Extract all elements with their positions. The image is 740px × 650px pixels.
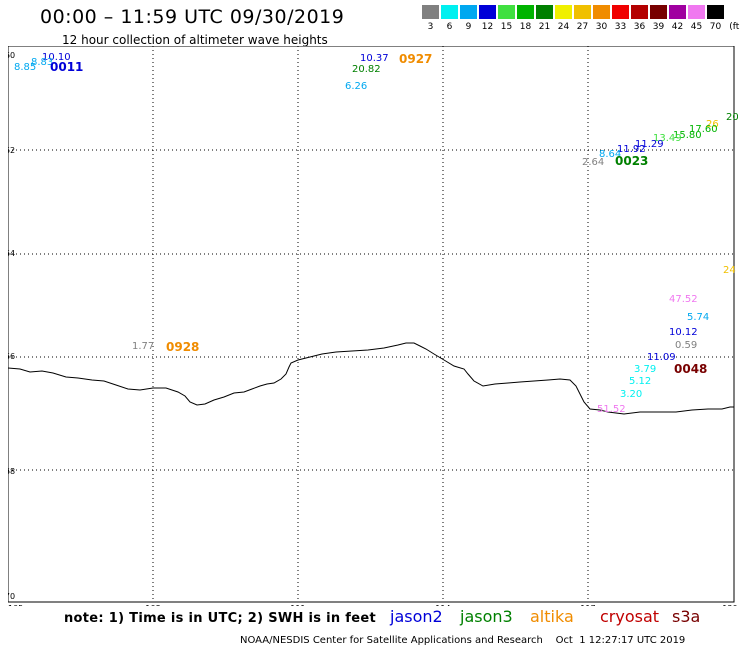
wave-height-reading: 13.49	[653, 133, 682, 144]
scale-label: 36	[633, 22, 646, 32]
pass-time-label: 0023	[615, 154, 648, 168]
scale-swatch	[422, 5, 439, 19]
scale-label: 18	[519, 22, 532, 32]
scale-swatch	[517, 5, 534, 19]
scale-label: 3	[427, 22, 434, 32]
latitude-label: -60	[8, 51, 15, 60]
pass-time-label: 0927	[399, 52, 432, 66]
scale-swatch	[479, 5, 496, 19]
wave-height-reading: 26	[706, 119, 719, 130]
pass-time-label: 0011	[50, 60, 83, 74]
footer-note: note: 1) Time is in UTC; 2) SWH is in fe…	[64, 611, 376, 626]
scale-swatch	[631, 5, 648, 19]
wave-height-reading: 10.10	[42, 52, 71, 63]
wave-height-reading: 11.29	[635, 139, 664, 150]
scale-label: 21	[538, 22, 551, 32]
scale-label: 27	[576, 22, 589, 32]
scale-label: 24	[557, 22, 570, 32]
wave-height-reading: 11.92	[617, 144, 646, 155]
wave-height-reading: 20.82	[352, 64, 381, 75]
scale-swatch	[555, 5, 572, 19]
wave-height-reading: 11.09	[647, 352, 676, 363]
map-frame	[8, 46, 735, 603]
map-subtitle: 12 hour collection of altimeter wave hei…	[62, 33, 328, 47]
wave-height-reading: 8.85	[14, 62, 36, 73]
wave-height-reading: 8.64	[599, 149, 621, 160]
wave-height-reading: 2.64	[582, 157, 604, 168]
scale-swatch	[669, 5, 686, 19]
scale-label: 6	[446, 22, 453, 32]
scale-label: 45	[690, 22, 703, 32]
wave-height-reading: 20	[726, 112, 738, 123]
scale-swatch	[460, 5, 477, 19]
satellite-legend-cryosat: cryosat	[600, 607, 660, 626]
latitude-label: -70	[8, 592, 15, 601]
wave-height-reading: 51.52	[597, 404, 626, 415]
longitude-label: 120	[722, 604, 737, 606]
wave-height-reading: 10.12	[669, 327, 698, 338]
satellite-legend-jason3: jason3	[460, 607, 513, 626]
scale-label: 9	[465, 22, 472, 32]
scale-label: 70	[709, 22, 722, 32]
longitude-label: 114	[435, 604, 450, 606]
satellite-legend-jason2: jason2	[390, 607, 443, 626]
wave-height-reading: 6.26	[345, 81, 367, 92]
wave-height-reading: 15.80	[673, 130, 702, 141]
scale-swatch	[612, 5, 629, 19]
latitude-label: -62	[8, 146, 15, 155]
scale-label: 33	[614, 22, 627, 32]
wave-height-reading: 47.52	[669, 294, 698, 305]
wave-height-reading: 0.59	[675, 340, 697, 351]
latitude-label: -66	[8, 352, 15, 361]
longitude-label: 105	[8, 604, 23, 606]
pass-time-labels: 0011 0927 0023 0928 0048	[50, 52, 707, 376]
wave-height-reading: 3.79	[634, 364, 656, 375]
lat-lon-grid	[8, 46, 734, 602]
wave-height-reading: 17.60	[689, 124, 718, 135]
wave-height-reading: 5.74	[687, 312, 709, 323]
scale-swatch	[650, 5, 667, 19]
satellite-legend-altika: altika	[530, 607, 574, 626]
wave-height-reading: 5.12	[629, 376, 651, 387]
satellite-legend-s3a: s3a	[672, 607, 701, 626]
wave-height-reading: 8.83	[31, 57, 53, 68]
latitude-label: -68	[8, 467, 15, 476]
scale-label: 15	[500, 22, 513, 32]
longitude-label: 108	[145, 604, 160, 606]
antarctic-coastline	[8, 342, 734, 415]
axis-labels: 105 108 111 114 117 120 -60 -62 -64 -66 -68 -70	[8, 51, 738, 606]
scale-swatch	[574, 5, 591, 19]
wave-height-reading: 3.20	[620, 389, 642, 400]
scale-label: 30	[595, 22, 608, 32]
latitude-label: -64	[8, 249, 15, 258]
scale-swatch	[498, 5, 515, 19]
scale-label: 42	[671, 22, 684, 32]
credit-line: NOAA/NESDIS Center for Satellite Applica…	[240, 635, 686, 646]
scale-label: 12	[481, 22, 494, 32]
wave-height-reading: 10.37	[360, 53, 389, 64]
scale-swatch	[441, 5, 458, 19]
scale-label: 39	[652, 22, 665, 32]
scale-swatch	[593, 5, 610, 19]
pass-time-label: 0048	[674, 362, 707, 376]
wave-height-reading: 24	[723, 265, 736, 276]
scale-swatch	[536, 5, 553, 19]
scale-swatch	[707, 5, 724, 19]
scale-swatch	[688, 5, 705, 19]
wave-height-reading: 1.77	[132, 341, 154, 352]
wave-height-map: 105 108 111 114 117 120 -60 -62 -64 -66 -68 -70 10.…	[8, 46, 738, 606]
scale-units: (ft)	[729, 22, 740, 32]
longitude-label: 117	[580, 604, 595, 606]
longitude-label: 111	[290, 604, 305, 606]
pass-time-label: 0928	[166, 340, 199, 354]
map-title: 00:00 – 11:59 UTC 09/30/2019	[40, 6, 345, 28]
